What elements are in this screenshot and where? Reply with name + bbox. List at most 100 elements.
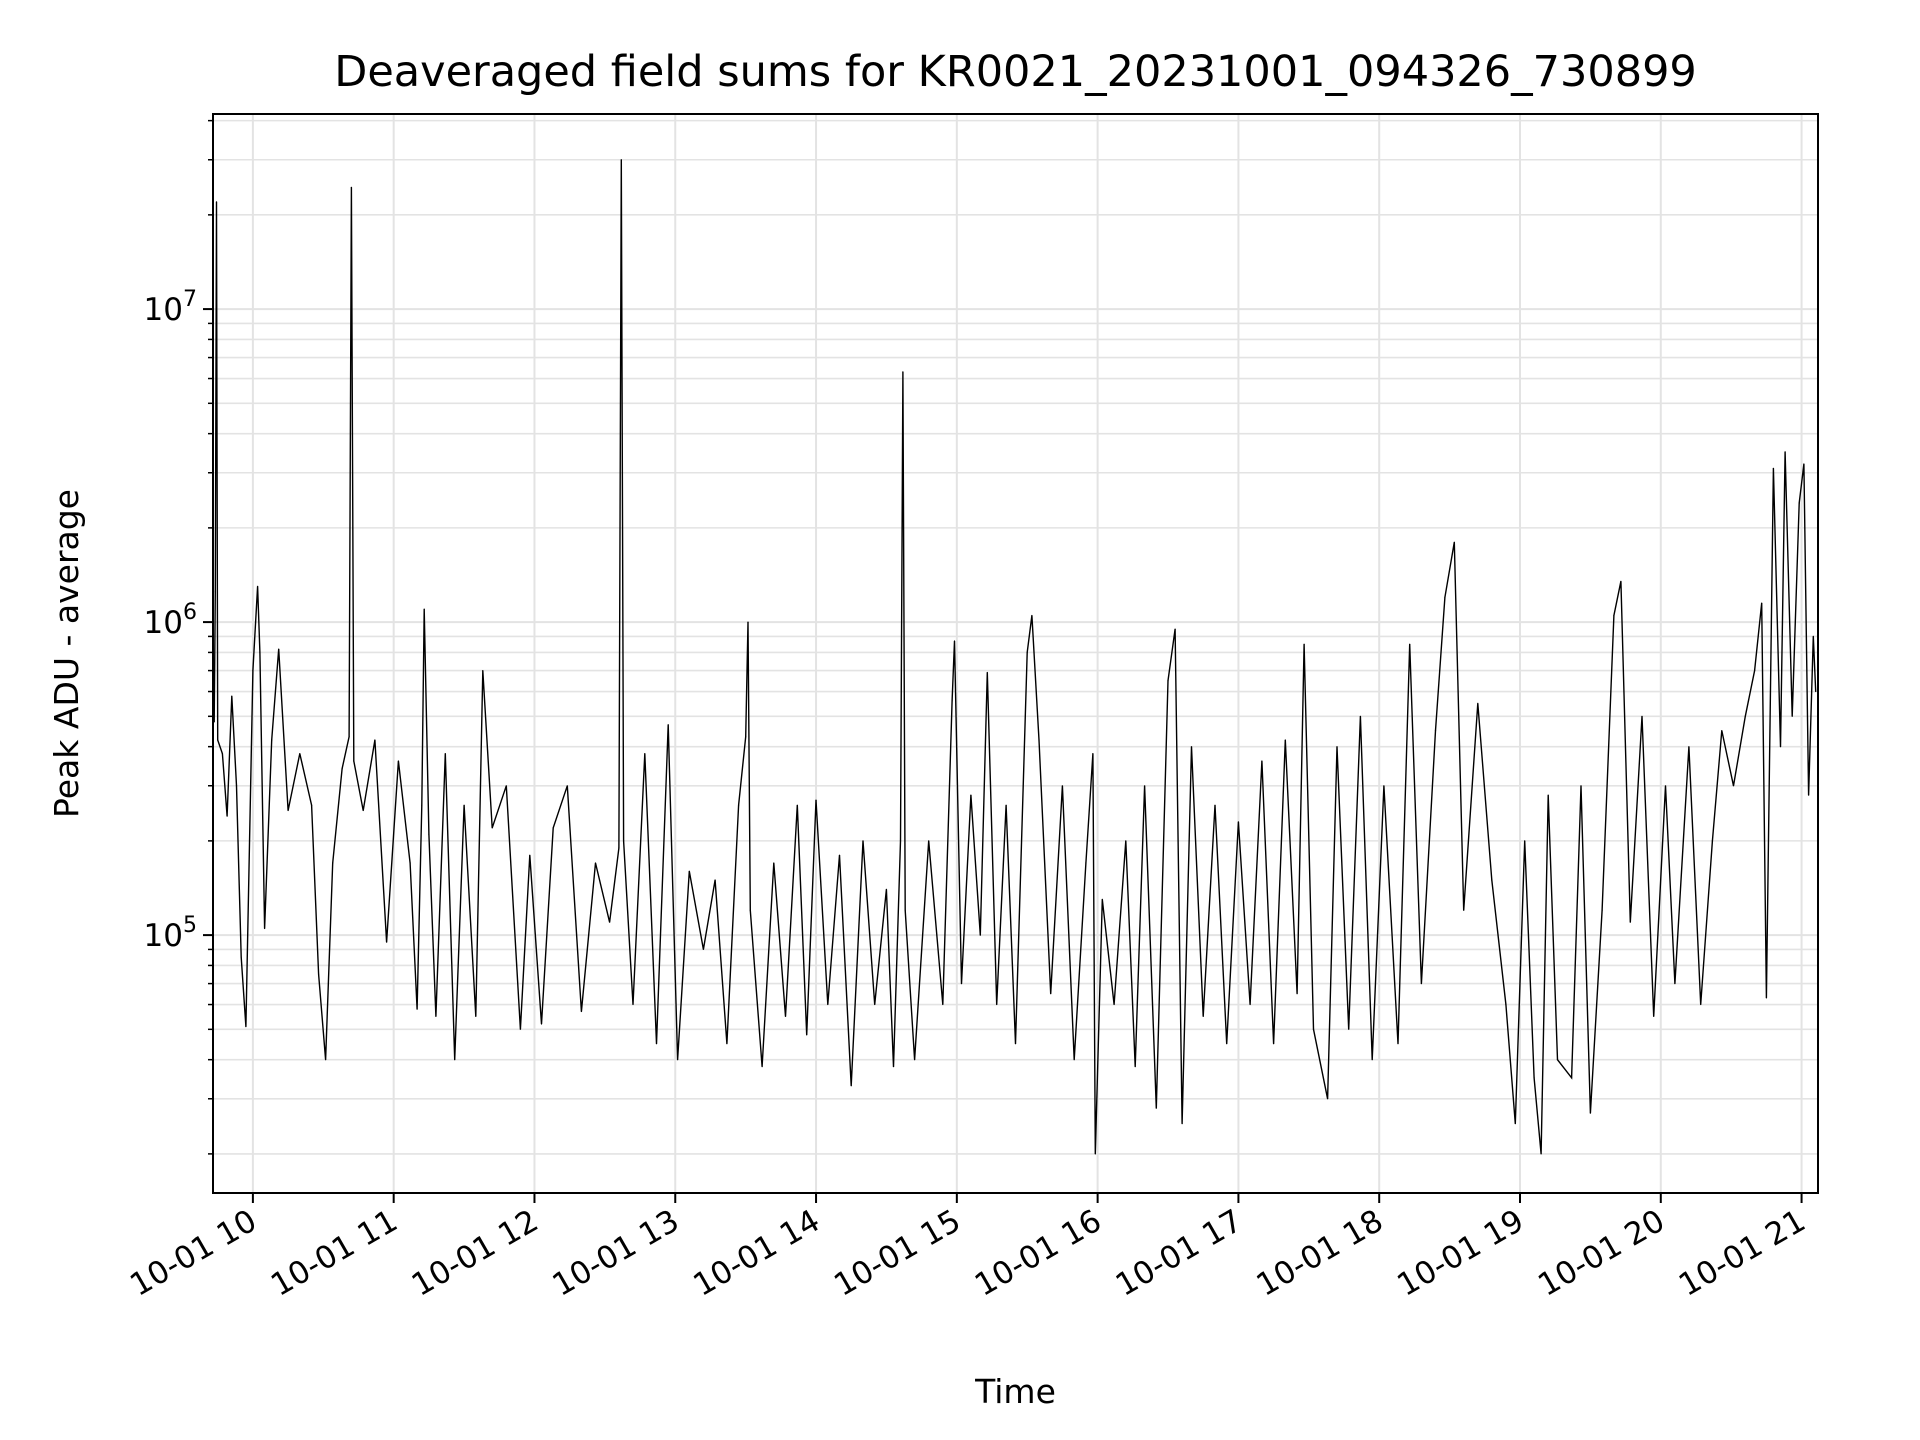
data-point	[1174, 628, 1176, 630]
data-point	[745, 736, 747, 738]
data-point	[475, 1015, 477, 1018]
y-tick-label: 105	[144, 913, 197, 954]
data-point	[1371, 1059, 1373, 1061]
data-point	[970, 794, 972, 796]
data-point	[747, 621, 749, 623]
data-point	[677, 1059, 679, 1061]
data-point	[491, 827, 493, 829]
data-point	[1613, 614, 1615, 617]
data-point	[1181, 1123, 1183, 1125]
data-point	[1273, 1043, 1275, 1045]
data-point	[1261, 760, 1263, 762]
data-point	[332, 862, 334, 864]
data-point	[644, 753, 646, 755]
data-point	[1050, 993, 1052, 995]
data-point	[899, 840, 902, 842]
data-point	[1444, 596, 1446, 598]
data-point	[428, 833, 430, 835]
data-point	[1653, 1015, 1655, 1018]
data-point	[928, 840, 930, 842]
data-point	[1202, 1015, 1204, 1018]
data-point	[350, 186, 352, 188]
data-point	[566, 785, 568, 787]
data-point	[1085, 862, 1087, 864]
data-point	[1791, 715, 1793, 717]
data-point	[609, 921, 611, 923]
data-point	[217, 739, 219, 741]
data-point	[1134, 1066, 1136, 1068]
data-point	[714, 879, 716, 881]
data-point	[815, 799, 817, 801]
y-tick-label: 107	[144, 287, 197, 328]
data-point	[1296, 993, 1298, 995]
data-point	[1711, 840, 1713, 842]
data-point	[1641, 715, 1643, 717]
data-point	[892, 1066, 895, 1068]
data-point	[1580, 785, 1582, 787]
data-point	[1155, 1107, 1157, 1109]
plot-area-frame	[212, 113, 1819, 1194]
data-point	[702, 948, 705, 951]
data-point	[1359, 715, 1361, 717]
data-point	[1312, 1028, 1315, 1030]
data-point	[1540, 1153, 1542, 1155]
data-point	[1348, 1028, 1350, 1030]
data-point	[386, 941, 388, 943]
data-point	[1113, 1003, 1115, 1006]
data-point	[1754, 670, 1756, 672]
data-point	[655, 1043, 658, 1045]
data-point	[1284, 739, 1286, 741]
data-point	[1744, 715, 1746, 717]
data-point	[749, 909, 751, 911]
data-point	[1409, 643, 1411, 645]
data-point	[271, 739, 273, 741]
data-point	[325, 1059, 327, 1061]
data-point	[264, 927, 266, 930]
data-point	[1303, 643, 1305, 645]
data-point	[1556, 1059, 1559, 1061]
data-point	[1547, 794, 1549, 796]
data-point	[540, 1023, 543, 1025]
chart-title: Deaveraged field sums for KR0021_2023100…	[334, 47, 1697, 97]
data-point	[806, 1034, 808, 1036]
data-point	[435, 1015, 437, 1018]
data-point	[738, 804, 740, 806]
data-point	[278, 648, 280, 650]
y-tick-label: 106	[144, 600, 197, 641]
data-point	[1803, 463, 1805, 465]
data-point	[1798, 502, 1800, 504]
data-point	[240, 956, 242, 958]
data-point	[761, 1066, 763, 1068]
data-point	[996, 1003, 998, 1006]
data-point	[862, 840, 864, 842]
grid	[213, 114, 1818, 1193]
data-point	[1453, 541, 1455, 543]
data-point	[1732, 785, 1735, 787]
y-axis-ticks: 105 106 107	[144, 119, 213, 1155]
data-point	[1237, 821, 1239, 823]
data-point	[362, 809, 364, 812]
data-point	[259, 651, 261, 654]
data-point	[1505, 1003, 1507, 1006]
data-point	[1327, 1098, 1329, 1100]
data-point	[1094, 1153, 1096, 1155]
data-point	[953, 640, 956, 642]
data-point	[773, 862, 775, 864]
data-point	[231, 695, 233, 697]
data-point	[1477, 702, 1479, 705]
data-point	[632, 1003, 634, 1006]
data-point	[552, 827, 554, 829]
data-point	[1092, 753, 1094, 755]
data-point	[1688, 746, 1690, 748]
data-point	[416, 1008, 418, 1010]
data-point	[1765, 997, 1767, 999]
data-point	[1026, 651, 1028, 654]
data-point	[1031, 614, 1033, 617]
data-point	[885, 888, 888, 891]
data-point	[1629, 921, 1631, 923]
data-point	[1524, 840, 1526, 842]
data-point	[1249, 1003, 1251, 1006]
data-point	[1144, 785, 1146, 787]
data-point	[318, 973, 320, 975]
